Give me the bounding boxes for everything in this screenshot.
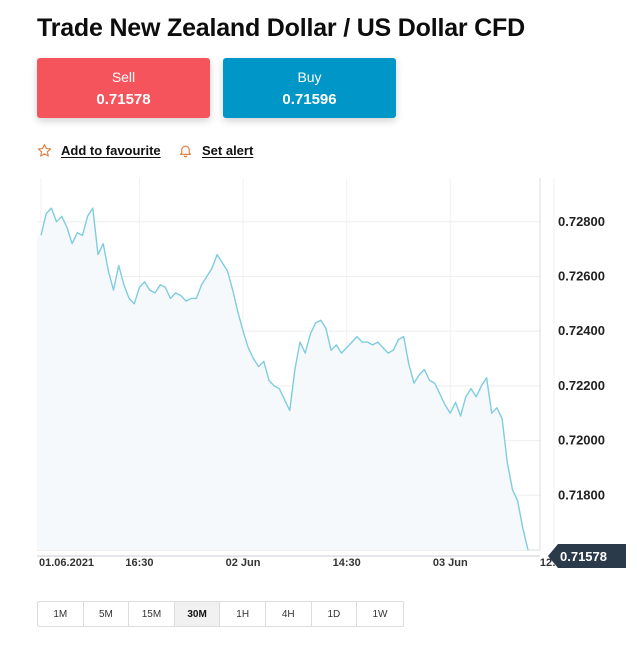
current-price-marker: [548, 544, 626, 569]
y-tick-label: 0.72000: [558, 433, 605, 448]
price-chart-svg: 0.72800 0.72600 0.72400 0.72200 0.72000 0.718…: [37, 178, 626, 569]
buy-price: 0.71596: [282, 91, 337, 108]
period-5m[interactable]: 5M: [84, 602, 130, 626]
buy-label: Buy: [297, 69, 322, 85]
add-to-favourite-link[interactable]: Add to favourite: [36, 142, 161, 159]
y-tick-label: 0.72200: [558, 378, 605, 393]
y-tick-label: 0.72800: [558, 214, 605, 229]
sell-button[interactable]: Sell 0.71578: [37, 58, 210, 118]
sell-label: Sell: [111, 69, 136, 85]
period-1h[interactable]: 1H: [220, 602, 266, 626]
star-icon: [36, 142, 53, 159]
x-tick-label: 16:30: [125, 557, 153, 569]
bell-icon: [177, 142, 194, 159]
price-line: [40, 207, 529, 551]
price-area: [37, 208, 528, 550]
period-4h[interactable]: 4H: [266, 602, 312, 626]
x-tick-label: 01.06.2021: [39, 557, 94, 569]
period-selector: 1M 5M 15M 30M 1H 4H 1D 1W: [37, 601, 404, 627]
period-1d[interactable]: 1D: [312, 602, 358, 626]
y-tick-label: 0.72600: [558, 268, 605, 283]
y-tick-label: 0.72400: [558, 323, 605, 338]
add-to-favourite-label: Add to favourite: [61, 143, 161, 158]
period-1w[interactable]: 1W: [372, 608, 388, 620]
period-30m[interactable]: 30M: [174, 602, 221, 626]
page-title: Trade New Zealand Dollar / US Dollar CFD: [37, 14, 525, 42]
x-tick-label: 02 Jun: [226, 557, 261, 569]
set-alert-label: Set alert: [202, 143, 254, 158]
current-price-label: 0.71578: [560, 549, 607, 564]
period-15m[interactable]: 15M: [129, 602, 175, 626]
x-tick-label: 03 Jun: [433, 557, 468, 569]
sell-price: 0.71578: [96, 91, 151, 108]
set-alert-link[interactable]: Set alert: [177, 142, 253, 159]
period-1m[interactable]: 1M: [38, 602, 84, 626]
y-tick-label: 0.71800: [558, 487, 605, 502]
buy-button[interactable]: Buy 0.71596: [223, 58, 396, 118]
price-chart[interactable]: 0.72800 0.72600 0.72400 0.72200 0.72000 0.718…: [0, 170, 637, 590]
x-tick-label: 14:30: [333, 557, 361, 569]
